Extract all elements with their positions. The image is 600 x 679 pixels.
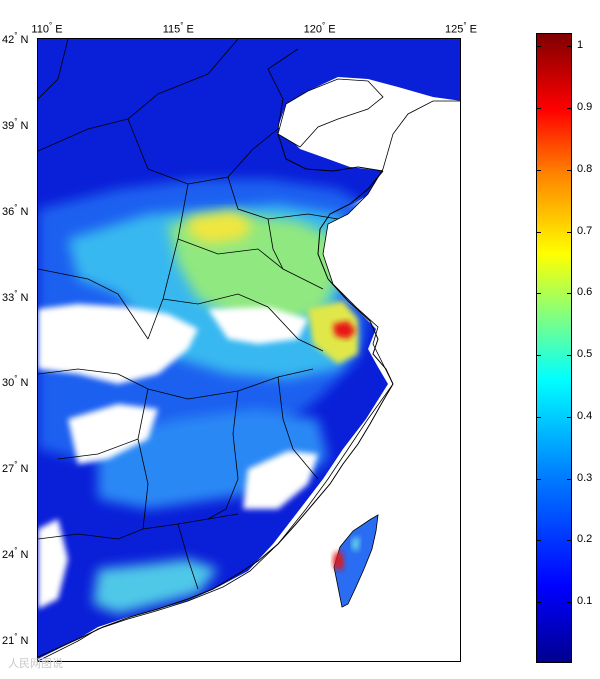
cloud-gap-west	[38, 304, 198, 384]
colorbar-tick	[567, 108, 572, 110]
border-line	[267, 48, 299, 130]
colorbar-tick-label: 0.9	[577, 101, 593, 114]
taiwan-hotspot	[333, 551, 344, 571]
taiwan-cyan	[352, 537, 360, 551]
watermark: 人民网图说	[8, 658, 63, 670]
border-line	[137, 388, 149, 530]
lat-tick-label: 42° N	[2, 31, 29, 46]
bohai-sea	[277, 78, 384, 148]
colorbar-tick	[536, 416, 541, 418]
border-line	[38, 513, 239, 540]
border-line	[177, 238, 324, 290]
colorbar-tick	[567, 540, 572, 542]
land-field	[38, 39, 460, 659]
colorbar-tick	[567, 231, 572, 233]
lat-tick-label: 36° N	[2, 202, 29, 218]
colorbar-tick	[536, 46, 541, 48]
colorbar-tick-label: 0.1	[577, 595, 593, 608]
cloud-gap-southeast	[243, 451, 318, 509]
lat-tick-label: 24° N	[2, 546, 29, 562]
map-panel	[37, 38, 461, 662]
border-line	[127, 118, 279, 185]
lon-tick-label: 110° E	[31, 21, 63, 36]
colorbar-tick-label: 0.4	[577, 409, 593, 422]
colorbar-tick	[567, 355, 572, 357]
lat-tick-label: 30° N	[2, 374, 29, 390]
colorbar-tick	[567, 416, 572, 418]
colorbar-tick	[567, 293, 572, 295]
lon-tick-label: 115° E	[162, 21, 194, 36]
taiwan-island	[333, 514, 379, 608]
colorbar-tick-label: 0.6	[577, 286, 593, 299]
border-line	[147, 183, 189, 340]
colorbar-tick	[536, 478, 541, 480]
colorbar-tick-label: 0.3	[577, 471, 593, 484]
aerosol-map	[38, 39, 460, 661]
border-line	[38, 368, 314, 400]
south-coast-cyan	[93, 559, 218, 614]
lat-tick-label: 39° N	[2, 117, 29, 132]
colorbar-tick	[567, 46, 572, 48]
taiwan-outline	[333, 514, 379, 608]
cloud-gap-far-south	[38, 519, 68, 609]
colorbar-tick	[536, 540, 541, 542]
border-line	[38, 39, 239, 152]
border-line	[177, 523, 199, 590]
colorbar-tick	[567, 478, 572, 480]
border-line	[38, 268, 149, 340]
colorbar-tick	[536, 108, 541, 110]
red-hotspot	[333, 321, 356, 339]
coastline-shandong	[317, 170, 384, 280]
colorbar	[536, 33, 572, 663]
cloud-gap-central	[208, 307, 308, 344]
lat-tick-label: 27° N	[2, 460, 29, 476]
lat-tick-label: 33° N	[2, 288, 29, 304]
yellow-patch-east	[308, 301, 358, 364]
border-line	[57, 438, 139, 460]
colorbar-tick	[536, 293, 541, 295]
colorbar-tick	[567, 169, 572, 171]
border-line	[38, 39, 69, 100]
lon-tick-label: 125° E	[445, 21, 477, 36]
lat-tick-label: 21° N	[2, 632, 29, 647]
colorbar-tick-label: 1	[577, 39, 584, 52]
colorbar-tick	[536, 602, 541, 604]
coastline-north	[277, 133, 384, 172]
coastline-southeast	[38, 383, 394, 658]
coastline	[38, 133, 394, 658]
colorbar-tick-label: 0.7	[577, 224, 593, 237]
coastline-east	[327, 278, 394, 385]
border-line	[277, 376, 319, 480]
province-borders	[38, 39, 339, 590]
yellow-patch	[188, 211, 253, 244]
border-line	[267, 218, 284, 270]
lon-tick-label: 120° E	[303, 21, 336, 36]
colorbar-tick	[536, 169, 541, 171]
colorbar-tick-label: 0.8	[577, 162, 593, 175]
cloud-gap-south	[68, 404, 158, 464]
border-line	[162, 293, 324, 352]
colorbar-tick	[536, 355, 541, 357]
colorbar-tick-label: 0.2	[577, 533, 593, 546]
colorbar-tick	[567, 602, 572, 604]
colorbar-tick	[536, 231, 541, 233]
border-line	[207, 390, 239, 520]
colorbar-tick-label: 0.5	[577, 348, 593, 361]
